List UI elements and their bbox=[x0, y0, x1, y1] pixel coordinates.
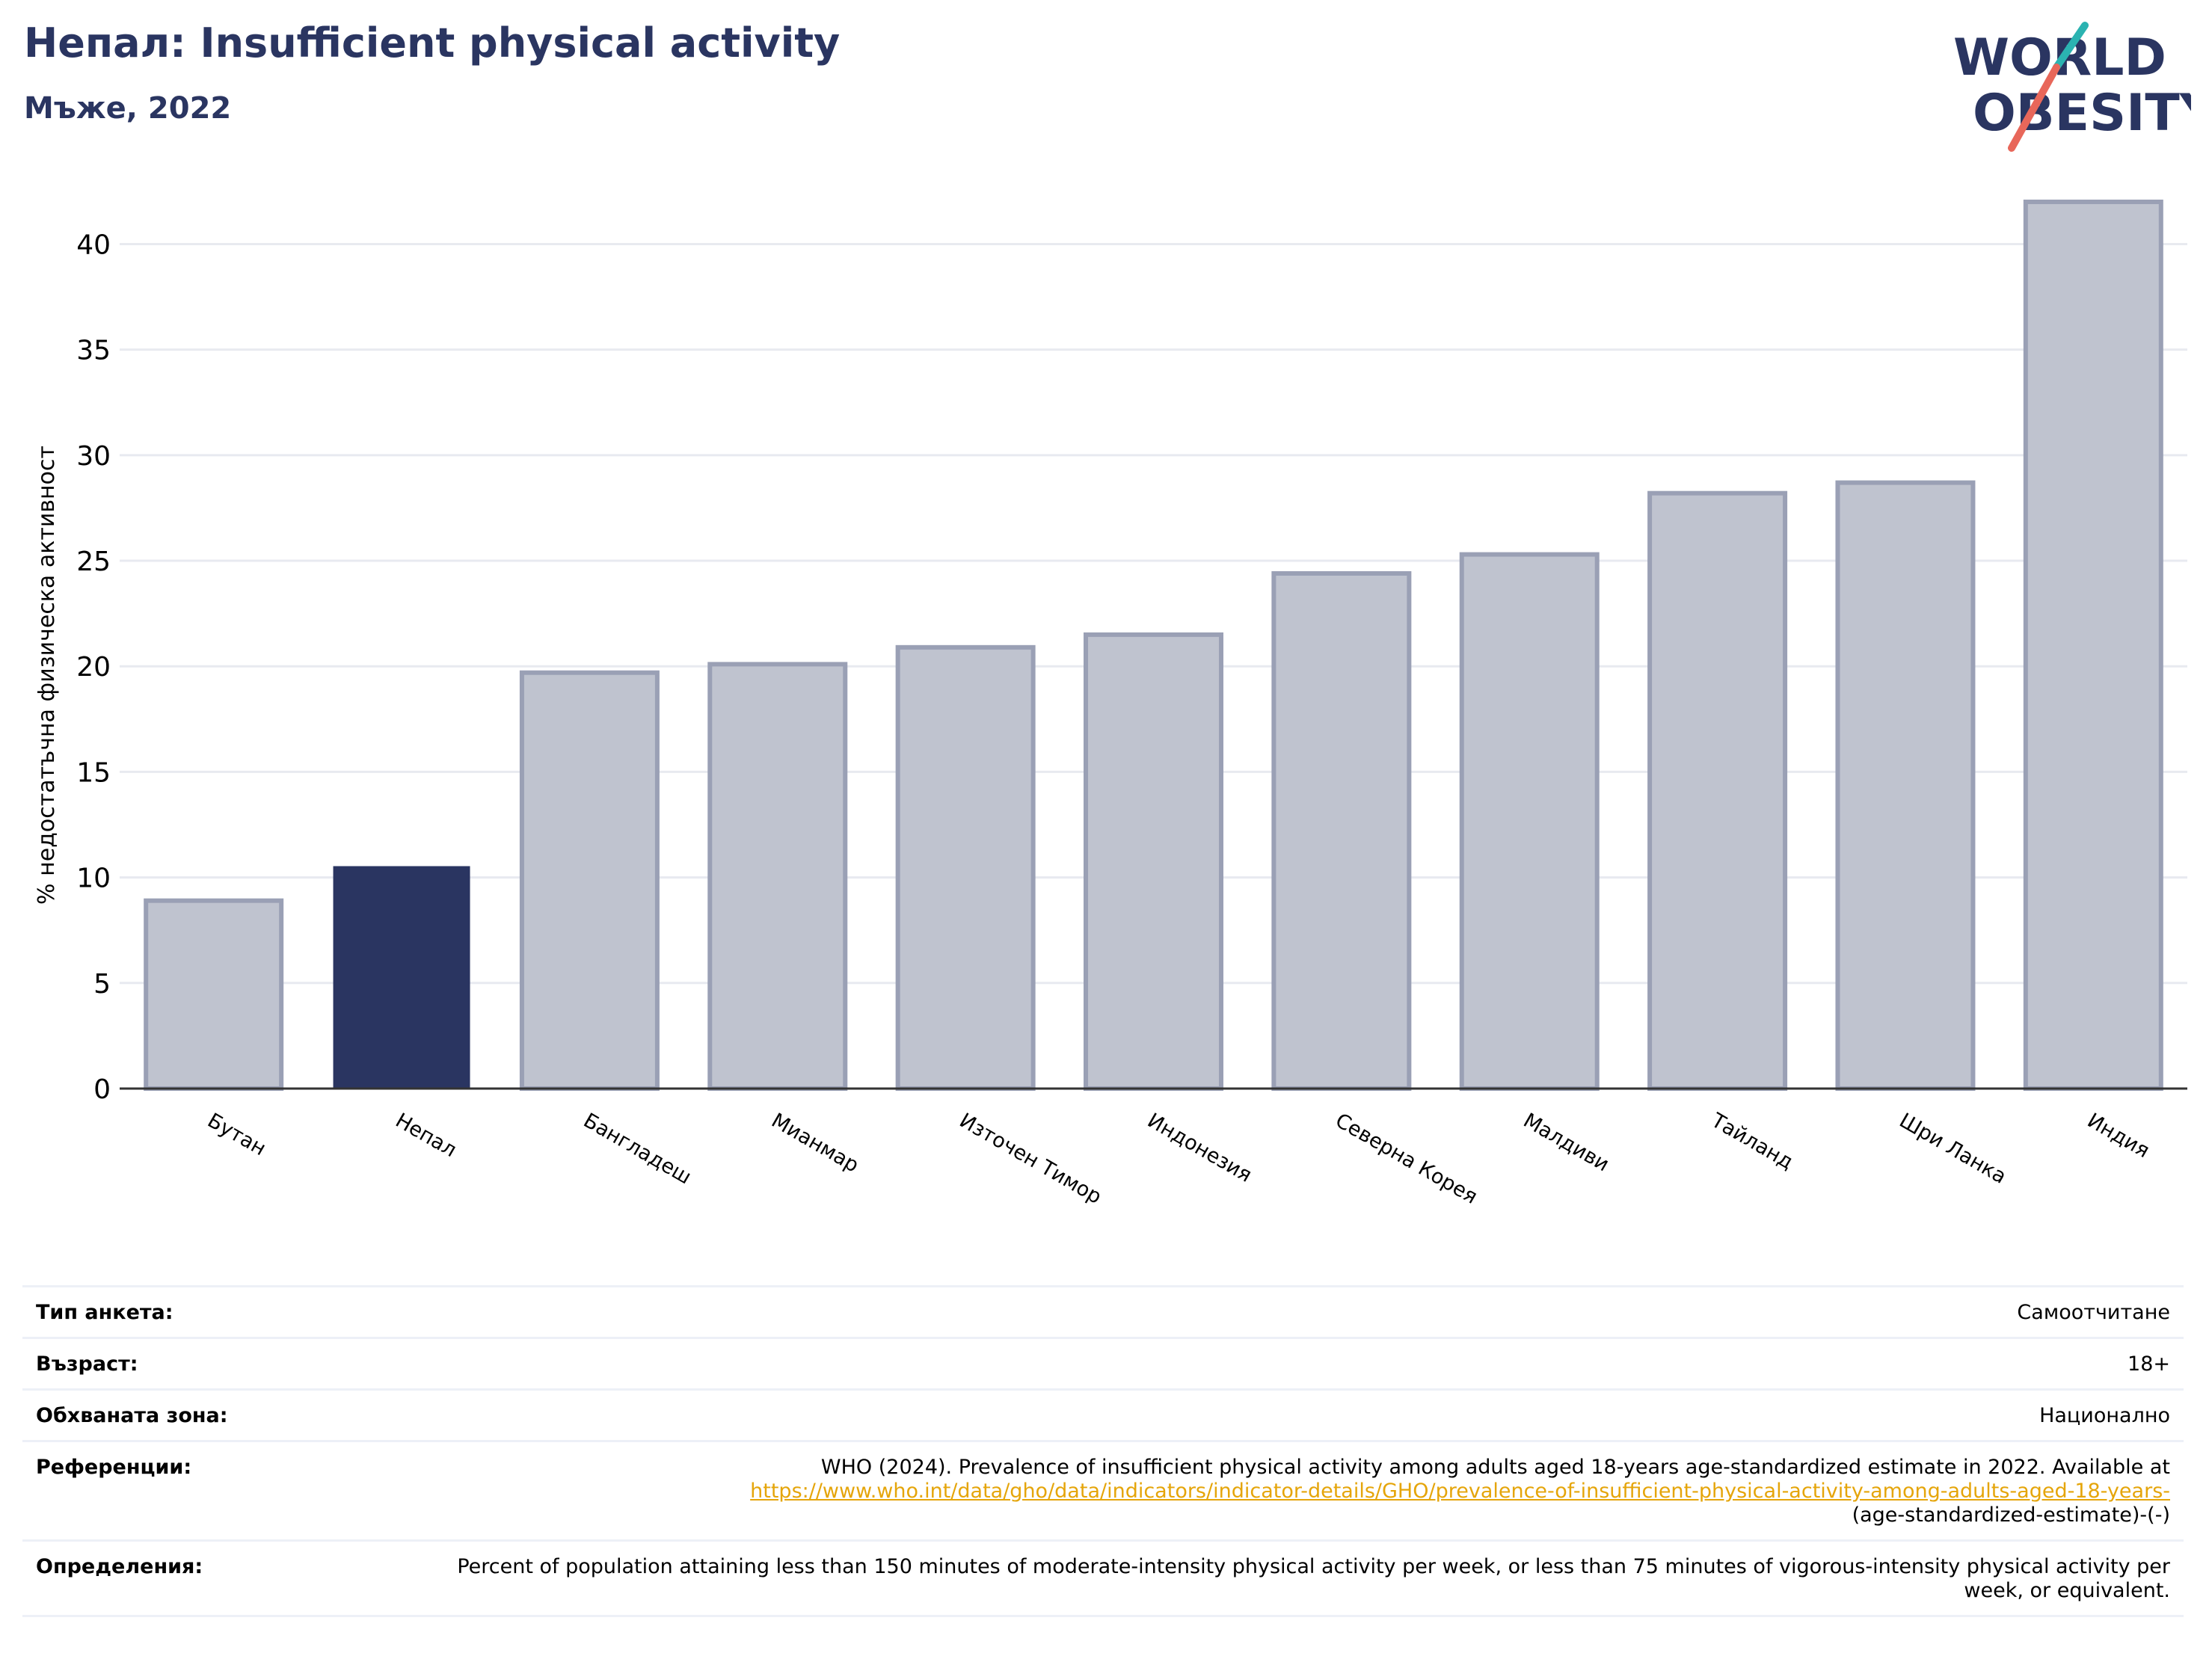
x-tick-label: Бангладеш bbox=[580, 1109, 695, 1189]
bar bbox=[1835, 480, 1976, 1091]
bar bbox=[1271, 570, 1412, 1091]
meta-row-references: Референции: WHO (2024). Prevalence of in… bbox=[22, 1440, 2184, 1539]
metadata-table: Тип анкета: Самоотчитане Възраст: 18+ Об… bbox=[22, 1285, 2184, 1617]
y-tick-label: 15 bbox=[76, 757, 111, 788]
meta-row-coverage: Обхваната зона: Национално bbox=[22, 1388, 2184, 1440]
chart-subtitle: Мъже, 2022 bbox=[24, 91, 232, 126]
x-tick-label: Шри Ланка bbox=[1895, 1109, 2010, 1189]
bar bbox=[707, 662, 848, 1091]
x-tick-label: Северна Корея bbox=[1331, 1109, 1481, 1209]
meta-value: Национално bbox=[2039, 1404, 2170, 1427]
x-tick-label: Източен Тимор bbox=[956, 1109, 1106, 1209]
meta-label: Тип анкета: bbox=[36, 1301, 173, 1324]
meta-value: Percent of population attaining less tha… bbox=[457, 1555, 2170, 1602]
meta-label: Референции: bbox=[36, 1456, 192, 1479]
bar bbox=[895, 644, 1036, 1091]
x-tick-labels: Бутан Непал Бангладеш Мианмар Източен Тимор И… bbox=[203, 1109, 2153, 1209]
y-tick-label: 40 bbox=[76, 230, 111, 260]
meta-label: Определения: bbox=[36, 1555, 203, 1578]
y-tick-label: 0 bbox=[93, 1074, 111, 1105]
bar bbox=[1084, 632, 1223, 1091]
y-tick-label: 25 bbox=[76, 547, 111, 577]
meta-row-survey-type: Тип анкета: Самоотчитане bbox=[22, 1285, 2184, 1337]
bar bbox=[144, 898, 284, 1091]
reference-tail: (age-standardized-estimate)-(-) bbox=[1852, 1504, 2170, 1527]
bars bbox=[144, 200, 2163, 1091]
x-tick-label: Непал bbox=[392, 1109, 461, 1162]
meta-value-references: WHO (2024). Prevalence of insufficient p… bbox=[410, 1456, 2170, 1527]
x-tick-label: Тайланд bbox=[1706, 1109, 1797, 1175]
meta-row-age: Възраст: 18+ bbox=[22, 1337, 2184, 1388]
bar bbox=[1459, 552, 1600, 1091]
x-tick-label: Бутан bbox=[203, 1109, 270, 1160]
logo-word-obesity: OBESITY bbox=[1973, 84, 2191, 143]
bar bbox=[1647, 490, 1788, 1091]
meta-row-definitions: Определения: Percent of population attai… bbox=[22, 1539, 2184, 1617]
bar bbox=[333, 866, 470, 1089]
reference-text: WHO (2024). Prevalence of insufficient p… bbox=[820, 1456, 2170, 1479]
logo-slash-coral bbox=[2008, 64, 2060, 152]
meta-label: Възраст: bbox=[36, 1352, 138, 1376]
x-tick-label: Малдиви bbox=[1520, 1109, 1613, 1176]
reference-link[interactable]: https://www.who.int/data/gho/data/indica… bbox=[750, 1480, 2170, 1503]
meta-label: Обхваната зона: bbox=[36, 1404, 228, 1427]
bar bbox=[519, 670, 660, 1091]
world-obesity-logo: WORLD OBESITY bbox=[1953, 22, 2191, 152]
x-tick-label: Мианмар bbox=[767, 1109, 862, 1177]
y-tick-label: 5 bbox=[93, 969, 111, 1000]
bar-chart: 0 5 10 15 20 25 30 35 40 Бутан Непал Бангладеш Миан… bbox=[34, 200, 2187, 1209]
y-tick-label: 10 bbox=[76, 864, 111, 894]
y-axis-label: % недостатъчна физическа активност bbox=[34, 446, 60, 905]
y-tick-label: 30 bbox=[76, 441, 111, 472]
y-tick-labels: 0 5 10 15 20 25 30 35 40 bbox=[76, 230, 111, 1105]
y-tick-label: 20 bbox=[76, 652, 111, 683]
x-tick-label: Индонезия bbox=[1143, 1109, 1256, 1187]
x-tick-label: Индия bbox=[2083, 1109, 2154, 1163]
chart-title: Непал: Insufficient physical activity bbox=[24, 19, 841, 67]
y-tick-label: 35 bbox=[76, 336, 111, 366]
logo-slash-teal bbox=[2053, 22, 2089, 71]
meta-value: Самоотчитане bbox=[2017, 1301, 2170, 1324]
bar bbox=[2023, 200, 2163, 1091]
meta-value: 18+ bbox=[2127, 1352, 2170, 1376]
